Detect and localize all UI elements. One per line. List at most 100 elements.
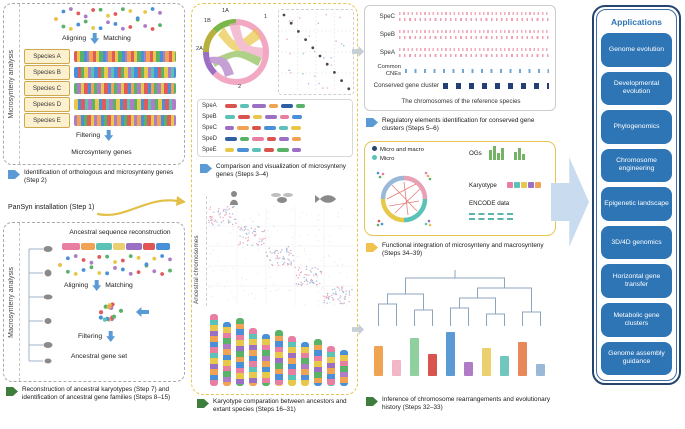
flow-arrow-icon: [352, 324, 364, 335]
caption-steps7-15: Reconstruction of ancestral karyotypes (…: [6, 386, 182, 403]
spe-row: SpeC: [198, 122, 352, 133]
micro-filtering: Filtering: [76, 130, 114, 141]
integration-legend: Micro and macro Micro: [372, 146, 424, 162]
blue-step-arrow-icon: [8, 170, 20, 179]
down-arrow-icon: [104, 130, 114, 141]
microsynteny-genes-label: Microsynteny genes: [71, 149, 132, 156]
genome-bar: [74, 82, 176, 94]
common-cne-track: [405, 68, 549, 73]
matching-label: Matching: [105, 282, 133, 289]
species-label: Species A: [24, 48, 70, 64]
genome-bar: [74, 50, 176, 62]
genome-bar: [74, 66, 176, 78]
legend-macro-row: Micro and macro: [372, 146, 424, 153]
application-pill: Phylogenomics: [601, 110, 672, 144]
spe-row: SpeD: [198, 133, 352, 144]
chord-diagram: 1B 1A 1 2A 2: [196, 8, 276, 94]
matching-label: Matching: [103, 35, 131, 42]
synteny-dotplot-icon: [281, 12, 351, 92]
ogs-bars: [489, 146, 525, 160]
spe-row: SpeB: [198, 111, 352, 122]
visualization-panel: 1B 1A 1 2A 2 SpeA SpeB SpeC S: [191, 3, 358, 395]
integration-panel: Micro and macro Micro OGs: [364, 141, 556, 236]
caption-steps16-31: Karyotype comparation between ancestors …: [197, 398, 353, 415]
track-label: SpeB: [379, 31, 395, 38]
chord-label: 1A: [222, 8, 229, 14]
application-pill: Genome evolution: [601, 33, 672, 67]
aligning-label: Aligning: [62, 35, 87, 42]
application-pill: Horizontal gene transfer: [601, 264, 672, 298]
genome-bar: [74, 98, 176, 110]
green-step-arrow-icon: [197, 399, 209, 408]
species-row: Species B: [24, 64, 176, 80]
application-pill: Epigenetic landscape: [601, 187, 672, 221]
axis-divider: [206, 196, 207, 306]
down-arrow-icon: [92, 280, 102, 291]
micro-panel-title: Microsynteny analysis: [8, 49, 15, 119]
applications-title: Applications: [610, 17, 662, 27]
caption-steps5-6: Regulatory elements identification for c…: [366, 117, 554, 134]
microsynteny-comparison-panel: SpeA SpeB SpeC SpeD SpeE: [197, 99, 353, 157]
macro-align-match: Aligning Matching: [64, 280, 133, 291]
chord-label: 1: [264, 14, 268, 20]
macrosynteny-panel: Macrosynteny analysis Ancestral sequence…: [3, 222, 185, 382]
ancestral-sequence-bar: [62, 243, 170, 250]
encode-data-label: ENCODE data: [469, 200, 510, 207]
microsynteny-panel: Microsynteny analysis Aligning Matching …: [3, 3, 185, 165]
ogs-label: OGs: [469, 150, 482, 157]
reference-chromosomes-axis-label: The chromosomes of the reference species: [401, 98, 521, 105]
green-step-arrow-icon: [366, 397, 378, 406]
macro-side-strip: Macrosynteny analysis: [4, 223, 20, 381]
dna-helix-icon: [58, 254, 172, 276]
macro-legend-dot-icon: [372, 146, 377, 151]
spe-label: SpeA: [202, 102, 217, 109]
macro-panel-title: Macrosynteny analysis: [8, 266, 15, 338]
species-row: Species D: [24, 96, 176, 112]
ancestral-gene-set-label: Ancestral gene set: [70, 353, 128, 360]
mini-karyotype-icon: [507, 182, 541, 188]
chromosome-rearrangement-dendrogram-icon: [374, 270, 545, 376]
conserved-cluster-track: [443, 82, 549, 89]
chord-label: 2: [238, 84, 242, 90]
caption-steps34-39: Functional integration of microsynteny a…: [366, 242, 557, 259]
legend-macro-label: Micro and macro: [380, 147, 424, 153]
application-pill: 3D/4D genomics: [601, 225, 672, 260]
micro-side-strip: Microsynteny analysis: [4, 4, 20, 164]
integration-circos-icon: [376, 171, 432, 227]
chord-label: 2A: [196, 46, 203, 52]
caption-steps3-4: Comparison and visualization of microsyn…: [200, 163, 348, 180]
phylogenetic-tree-icon: [28, 246, 53, 364]
taxa-silhouettes-icon: [230, 191, 336, 205]
micro-align-match: Aligning Matching: [62, 33, 131, 44]
spe-row: SpeE: [198, 144, 352, 155]
ancestral-reconstruction-label: Ancestral sequence reconstruction: [69, 229, 171, 236]
species-row: Species C: [24, 80, 176, 96]
spe-label: SpeC: [202, 124, 218, 131]
cne-ticks-track: [399, 12, 549, 21]
cne-ticks-track: [399, 48, 549, 57]
caption-steps32-33: Inference of chromosome rearrangements a…: [366, 396, 562, 413]
legend-micro-label: Micro: [380, 156, 395, 162]
yellow-step-arrow-icon: [366, 243, 378, 252]
cne-ticks-track: [399, 30, 549, 39]
blue-step-arrow-icon: [200, 164, 212, 173]
species-alignment-block: Species A Species B Species C Species D …: [24, 48, 176, 128]
karyotype-bars: [210, 310, 348, 386]
species-label: Species C: [24, 80, 70, 96]
flow-arrow-icon: [352, 46, 364, 57]
spe-label: SpeB: [202, 113, 217, 120]
chord-diagram-icon: [203, 19, 269, 85]
species-label: Species D: [24, 96, 70, 112]
dna-helix-icon: [54, 7, 162, 31]
application-pill: Metabolic gene clusters: [601, 302, 672, 337]
ancestral-chromosomes-axis-label: Ancestral chromosomes: [193, 235, 200, 304]
micro-legend-dot-icon: [372, 155, 377, 160]
spe-label: SpeD: [202, 135, 218, 142]
macrosynteny-oxford-plot-icon: [208, 206, 353, 306]
aligning-label: Aligning: [64, 282, 89, 289]
filtering-label: Filtering: [78, 333, 103, 340]
encode-tracks-icon: [469, 210, 513, 220]
applications-list: Applications Genome evolution Developmen…: [596, 9, 677, 381]
species-label: Species B: [24, 64, 70, 80]
